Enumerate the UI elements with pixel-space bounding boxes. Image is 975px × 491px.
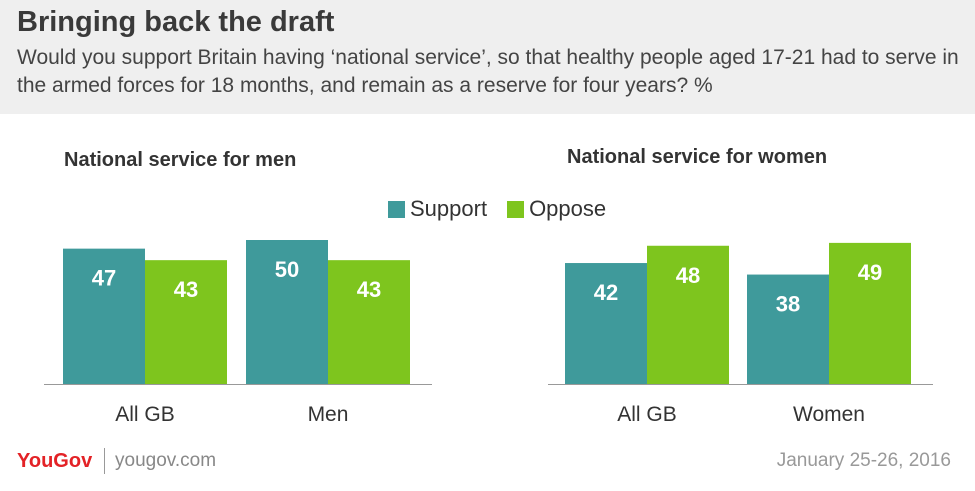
bar-oppose-all-gb	[647, 245, 729, 384]
bar-oppose-men	[328, 260, 410, 384]
legend-swatch-oppose	[507, 200, 525, 218]
data-label: 47	[92, 266, 116, 291]
category-label: Women	[793, 403, 865, 426]
legend: Support Oppose	[388, 196, 626, 222]
data-label: 50	[275, 257, 299, 282]
footer-divider	[104, 448, 105, 474]
legend-item-support: Support	[388, 196, 487, 222]
data-label: 43	[174, 277, 198, 302]
legend-swatch-support	[388, 200, 405, 218]
bar-support-men	[246, 240, 328, 384]
legend-label-support: Support	[410, 196, 488, 221]
data-label: 48	[676, 263, 700, 288]
legend-label-oppose: Oppose	[529, 196, 607, 221]
header-band: Bringing back the draft Would you suppor…	[0, 0, 975, 114]
data-label: 38	[776, 292, 800, 317]
bar-oppose-women	[829, 242, 911, 384]
bar-oppose-all-gb	[145, 260, 227, 384]
data-label: 42	[594, 280, 618, 305]
panel-title-women: National service for women	[567, 146, 828, 168]
category-label: All GB	[617, 403, 677, 426]
legend-item-oppose: Oppose	[507, 196, 606, 222]
bar-support-all-gb	[63, 248, 145, 384]
yougov-logo: YouGov	[17, 450, 93, 472]
footer-date: January 25-26, 2016	[776, 450, 951, 471]
bar-support-all-gb	[565, 263, 647, 384]
footer-url: yougov.com	[115, 450, 217, 471]
panel-title-men: National service for men	[64, 149, 297, 171]
data-label: 49	[858, 260, 882, 285]
category-label: All GB	[115, 403, 175, 426]
data-label: 43	[357, 277, 381, 302]
category-label: Men	[308, 403, 349, 426]
chart-title: Bringing back the draft	[17, 6, 335, 38]
bar-support-women	[747, 274, 829, 384]
chart-subtitle: Would you support Britain having ‘nation…	[17, 46, 959, 97]
